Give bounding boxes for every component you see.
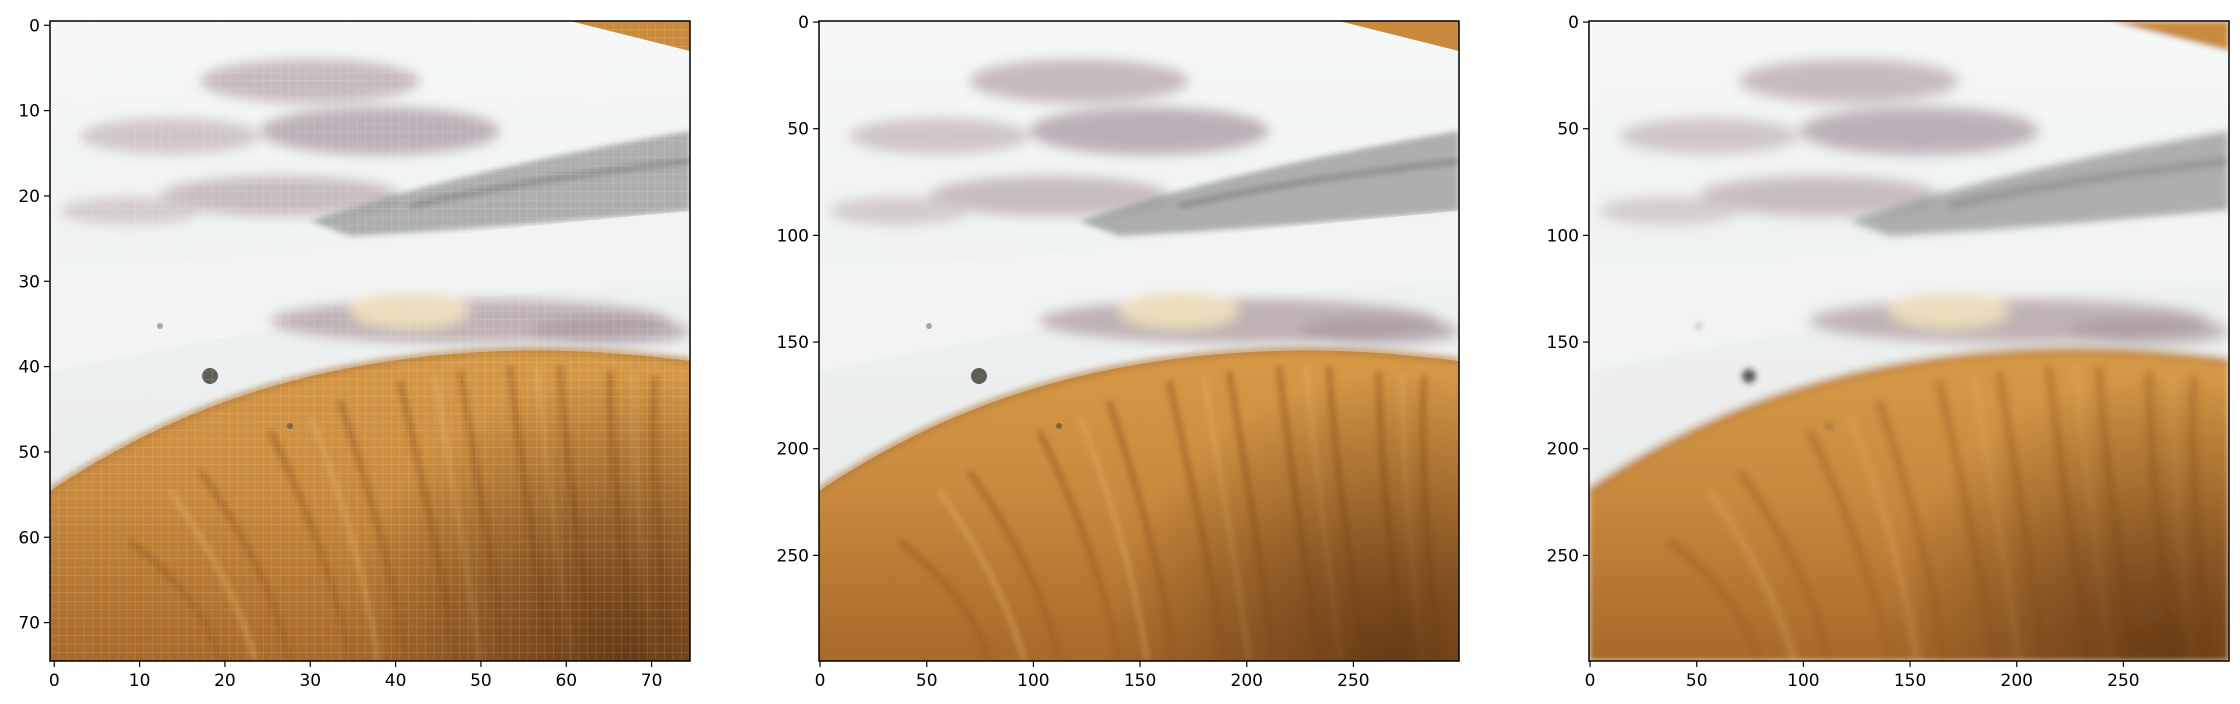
- x-tick-label: 50: [916, 671, 938, 691]
- x-tick-label: 150: [1894, 671, 1926, 691]
- x-tick-label: 100: [1787, 671, 1819, 691]
- x-tick-label: 30: [299, 671, 321, 691]
- axes-frame-1: [49, 20, 691, 662]
- y-tick-label: 70: [18, 614, 40, 634]
- y-tick-label: 30: [18, 272, 40, 292]
- x-tick-label: 0: [1585, 671, 1596, 691]
- x-tick-label: 70: [641, 671, 663, 691]
- y-tick-label: 20: [18, 187, 40, 207]
- y-tick-label: 250: [1547, 546, 1579, 566]
- y-tick-label: 200: [777, 440, 809, 460]
- panel-upscaled: 0 50 100 150 200 250 0 50 100 150 200 250: [1547, 13, 2230, 691]
- x-tick-label: 200: [2001, 671, 2033, 691]
- x-tick-label: 250: [2107, 671, 2139, 691]
- x-tick-label: 100: [1017, 671, 1049, 691]
- x-tick-label: 60: [555, 671, 577, 691]
- y-tick-label: 150: [777, 333, 809, 353]
- y-tick-label: 250: [777, 546, 809, 566]
- x-tick-label: 40: [385, 671, 407, 691]
- image-low-resolution: [50, 21, 690, 661]
- y-tick-label: 10: [18, 102, 40, 122]
- x-tick-label: 250: [1337, 671, 1369, 691]
- x-tick-label: 20: [214, 671, 236, 691]
- y-tick-label: 0: [1568, 13, 1579, 33]
- x-tick-label: 0: [815, 671, 826, 691]
- axis-ticks-1: 0 10 20 30 40 50 60 70 0 10 20 30 40 50 60 70: [18, 16, 662, 691]
- y-tick-label: 50: [18, 443, 40, 463]
- x-tick-label: 0: [49, 671, 60, 691]
- image-high-resolution: [819, 21, 1459, 661]
- y-tick-label: 100: [1547, 226, 1579, 246]
- x-tick-label: 200: [1231, 671, 1263, 691]
- y-tick-label: 0: [29, 16, 40, 36]
- axes-frame-3: [1588, 20, 2230, 662]
- x-tick-label: 10: [129, 671, 151, 691]
- y-tick-label: 200: [1547, 440, 1579, 460]
- y-tick-label: 0: [798, 13, 809, 33]
- x-tick-label: 50: [1686, 671, 1708, 691]
- y-tick-label: 50: [787, 120, 809, 140]
- axis-ticks-2: 0 50 100 150 200 250 0 50 100 150 200 250: [777, 13, 1370, 691]
- panel-low-resolution: 0 10 20 30 40 50 60 70 0 10 20 30 40 50 60 70: [18, 16, 691, 691]
- panel-high-resolution: 0 50 100 150 200 250 0 50 100 150 200 250: [777, 13, 1460, 691]
- y-tick-label: 100: [777, 226, 809, 246]
- y-tick-label: 60: [18, 528, 40, 548]
- x-tick-label: 50: [470, 671, 492, 691]
- y-tick-label: 40: [18, 358, 40, 378]
- y-tick-label: 150: [1547, 333, 1579, 353]
- y-tick-label: 50: [1557, 120, 1579, 140]
- x-tick-label: 150: [1124, 671, 1156, 691]
- axes-frame-2: [818, 20, 1460, 662]
- image-upscaled: [1589, 21, 2229, 661]
- axis-ticks-3: 0 50 100 150 200 250 0 50 100 150 200 250: [1547, 13, 2140, 691]
